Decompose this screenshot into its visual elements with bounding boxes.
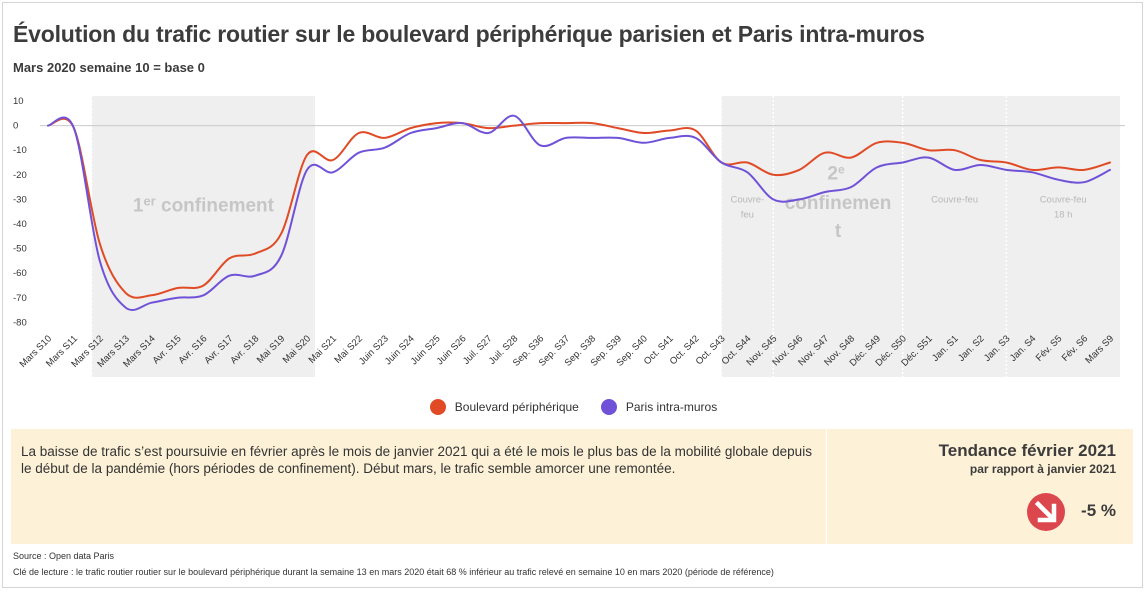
y-tick-label-minus50: -50 [13,244,27,255]
legend-label-intra-muros: Paris intra-muros [625,400,718,414]
band-label-1-line-0: Couvre- [730,194,764,205]
y-tick-label-minus20: -20 [13,170,27,181]
band-label-confinement-2-line-1: t [835,221,842,242]
band-label-4-line-1: 18 h [1054,209,1073,220]
legend-item-peripherique[interactable]: Boulevard périphérique [429,399,579,415]
trend-title: Tendance février 2021 [938,441,1116,460]
trend-box: Tendance février 2021 par rapport à janv… [828,429,1133,544]
band-label-1-line-1: feu [741,209,754,220]
y-tick-label-10: 10 [13,96,24,107]
period-band-1 [721,96,774,377]
trend-subtitle: par rapport à janvier 2021 [969,462,1116,476]
band-label-confinement-2-line-0: confinemen [785,193,892,214]
source-note: Source : Open data Paris [13,551,115,561]
series-line-intra-muros [47,114,1111,312]
period-band-4 [1006,96,1120,377]
chart-title: Évolution du trafic routier sur le boule… [13,21,925,47]
summary-text: La baisse de trafic s’est poursuivie en … [11,429,827,544]
period-band-0 [91,96,316,377]
y-tick-label-minus80: -80 [13,317,27,328]
legend-dot-purple [600,399,617,415]
reading-key-note: Clé de lecture : le trafic routier routi… [13,567,774,577]
line-chart: 1er confinement Couvre-feu Couvre-feu Couvr… [13,96,1125,377]
band-label-3-line-0: Couvre-feu [931,194,978,205]
chart-legend: Boulevard périphérique Paris intra-muros [3,399,1144,415]
y-tick-label-minus10: -10 [13,145,27,156]
info-panel: La baisse de trafic s’est poursuivie en … [11,429,1133,544]
trend-value: -5 % [1081,501,1116,520]
band-label-confinement-1: 1er confinement [133,194,275,217]
y-tick-label-minus30: -30 [13,194,27,205]
legend-dot-orange [429,399,446,415]
legend-item-intra-muros[interactable]: Paris intra-muros [600,399,718,415]
band-label-confinement-2-number: 2e [827,163,845,185]
series-line-peripherique [47,117,1111,299]
arrow-down-right-icon [1027,493,1065,531]
period-band-3 [902,96,1007,377]
legend-label-peripherique: Boulevard périphérique [454,400,579,414]
band-label-4-line-0: Couvre-feu [1040,194,1087,205]
y-tick-label-minus40: -40 [13,219,27,230]
chart-subtitle: Mars 2020 semaine 10 = base 0 [13,60,205,75]
y-tick-label-0: 0 [13,121,18,132]
y-tick-label-minus60: -60 [13,268,27,279]
y-tick-label-minus70: -70 [13,293,27,304]
